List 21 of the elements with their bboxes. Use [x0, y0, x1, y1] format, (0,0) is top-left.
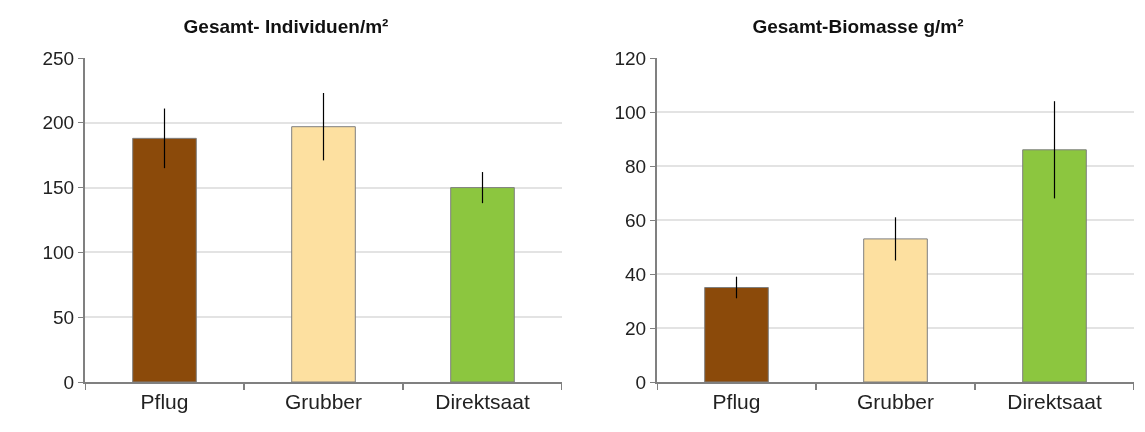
y-tick-label: 200	[42, 112, 75, 134]
x-tick-label: Pflug	[712, 390, 761, 414]
x-tick-label: Pflug	[140, 390, 189, 414]
y-tick-label: 150	[42, 177, 75, 199]
x-tick-label: Grubber	[856, 390, 935, 414]
y-tick-label: 80	[625, 155, 647, 177]
y-tick-label: 40	[625, 263, 647, 285]
chart-title: Gesamt- Individuen/m²	[183, 15, 389, 37]
y-tick-label: 100	[42, 242, 75, 264]
y-tick-label: 0	[63, 371, 75, 393]
y-tick-label: 50	[53, 306, 75, 328]
x-tick-label: Grubber	[284, 390, 363, 414]
y-tick-label: 20	[625, 317, 647, 339]
y-tick-label: 60	[625, 209, 647, 231]
x-tick-label: Direktsaat	[435, 390, 530, 414]
y-tick-label: 250	[42, 47, 75, 69]
x-tick-label: Direktsaat	[1007, 390, 1102, 414]
y-tick-label: 0	[635, 371, 647, 393]
y-tick-label: 120	[614, 47, 647, 69]
y-tick-label: 100	[614, 101, 647, 123]
chart-title: Gesamt-Biomasse g/m²	[752, 15, 964, 37]
